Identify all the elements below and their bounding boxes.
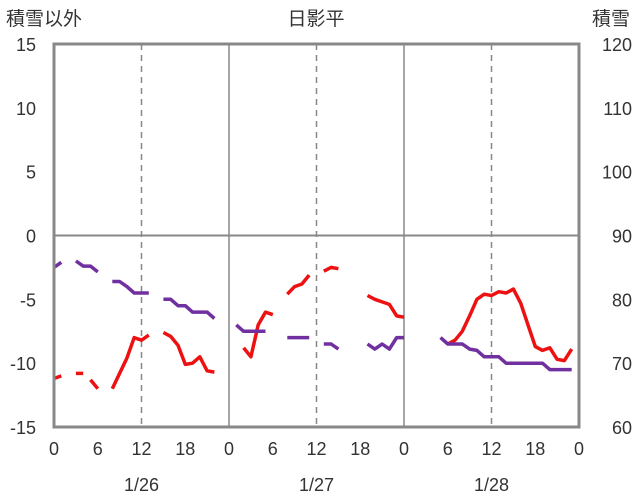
- series-1-segment: [89, 378, 100, 390]
- right-tick-label: 80: [612, 290, 632, 310]
- series-1-segment: [110, 333, 150, 390]
- right-tick-label: 70: [612, 354, 632, 374]
- series-2-segment: [235, 323, 266, 334]
- left-tick-label: -5: [20, 290, 36, 310]
- plot-frame: [52, 42, 581, 429]
- series-1-segment: [322, 265, 339, 273]
- series-2-segment: [163, 297, 216, 320]
- left-tick-label: -15: [10, 418, 36, 438]
- series-1-segment: [446, 287, 574, 363]
- left-tick-label: -10: [10, 354, 36, 374]
- right-tick-label: 90: [612, 227, 632, 247]
- series-1-line: [53, 265, 574, 390]
- x-tick-label: 0: [224, 439, 234, 459]
- x-tick-label: 12: [306, 439, 326, 459]
- series-2-segment: [323, 342, 340, 351]
- left-axis-ticks: -15 -10 -5 0 5 10 15: [10, 35, 36, 438]
- x-tick-label: 0: [399, 439, 409, 459]
- series-2-segment: [366, 335, 404, 351]
- x-tick-label: 18: [175, 439, 195, 459]
- right-tick-label: 60: [612, 418, 632, 438]
- x-tick-label: 6: [443, 439, 453, 459]
- x-tick-label: 6: [93, 439, 103, 459]
- series-1-segment: [242, 310, 274, 359]
- series-1-segment: [366, 293, 405, 319]
- series-2-segment: [112, 279, 149, 295]
- right-tick-label: 110: [603, 99, 632, 119]
- left-tick-label: 5: [26, 163, 36, 183]
- series-2-segment: [74, 259, 99, 274]
- right-tick-label: 100: [602, 163, 632, 183]
- left-tick-label: 15: [16, 35, 36, 55]
- series-2-segment: [439, 336, 572, 372]
- series-layer: [52, 259, 574, 390]
- right-axis-ticks: 60 70 80 90 100 110 120: [602, 35, 632, 438]
- series-2-line: [52, 259, 572, 372]
- date-label: 1/27: [299, 475, 334, 495]
- left-axis-title: 積雪以外: [6, 8, 82, 30]
- grid: [54, 44, 579, 427]
- left-tick-label: 0: [26, 227, 36, 247]
- x-tick-label: 18: [350, 439, 370, 459]
- date-label: 1/28: [474, 475, 509, 495]
- left-tick-label: 10: [16, 99, 36, 119]
- right-tick-label: 120: [602, 35, 632, 55]
- x-tick-label: 0: [49, 439, 59, 459]
- series-1-segment: [162, 330, 215, 374]
- chart-title: 日影平: [287, 8, 344, 30]
- date-label: 1/26: [124, 475, 159, 495]
- x-tick-label: 6: [268, 439, 278, 459]
- x-axis-ticks: 0 6 12 18 0 6 12 18 0 6 12 18 0: [49, 439, 584, 459]
- x-axis-dates: 1/26 1/27 1/28: [124, 475, 509, 495]
- x-tick-label: 12: [131, 439, 151, 459]
- right-axis-title: 積雪: [592, 8, 630, 30]
- series-1-segment: [286, 273, 311, 296]
- x-tick-label: 18: [525, 439, 545, 459]
- x-tick-label: 12: [481, 439, 501, 459]
- x-tick-label: 0: [574, 439, 584, 459]
